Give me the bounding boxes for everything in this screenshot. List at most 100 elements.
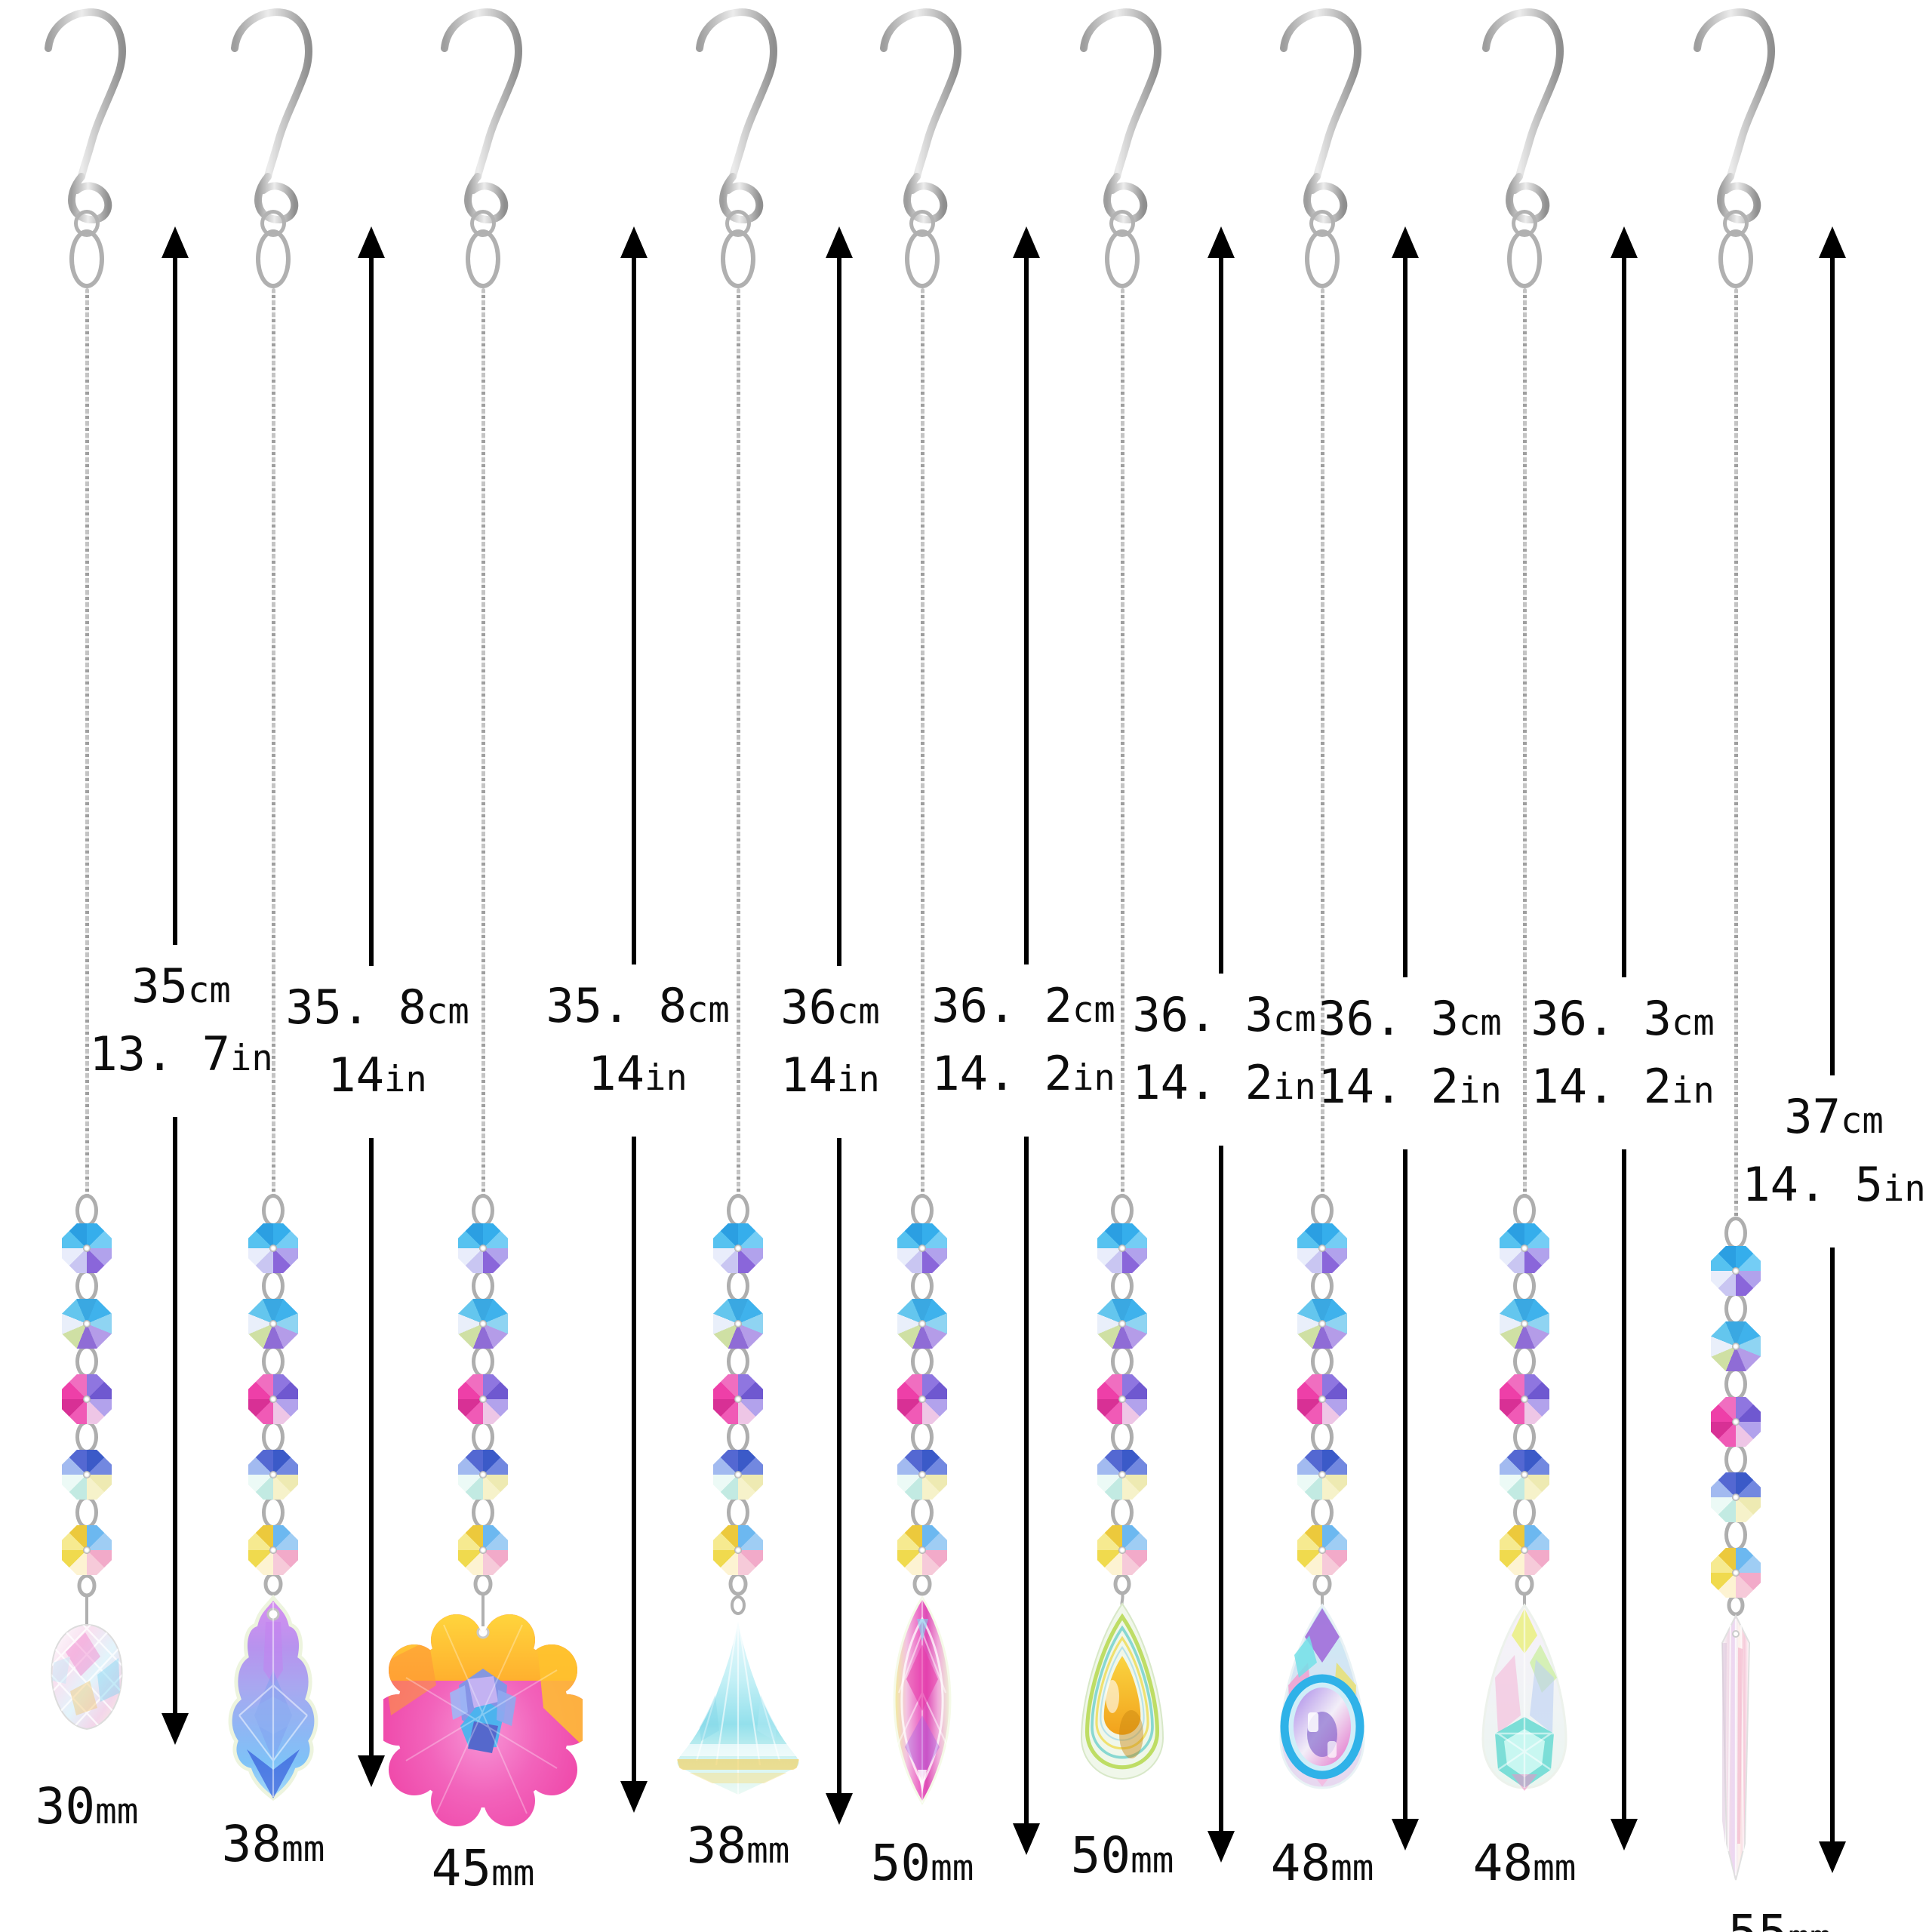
octagon-bead xyxy=(713,1525,763,1575)
chain xyxy=(920,288,924,1198)
length-label: 35. 8cm 14in xyxy=(285,980,469,1103)
bead-strand xyxy=(62,1194,112,1575)
octagon-bead xyxy=(62,1299,112,1349)
octagon-bead xyxy=(1097,1299,1147,1349)
octagon-bead xyxy=(1097,1525,1147,1575)
length-label: 36cm 14in xyxy=(780,980,880,1103)
octagon-bead xyxy=(897,1450,947,1500)
pendant-size-label: 50mm xyxy=(870,1834,974,1892)
dimension-arrow-down-icon xyxy=(1013,1137,1040,1855)
octagon-bead xyxy=(1711,1246,1761,1296)
octagon-bead xyxy=(713,1450,763,1500)
octagon-bead xyxy=(458,1223,508,1273)
octagon-bead xyxy=(248,1374,298,1424)
link-ring-icon xyxy=(75,1194,98,1227)
octagon-bead xyxy=(1297,1450,1347,1500)
link-ring-icon xyxy=(472,1420,494,1454)
pendant-size-label: 48mm xyxy=(1270,1834,1374,1892)
octagon-bead xyxy=(248,1450,298,1500)
hanging-ring-icon xyxy=(69,229,104,288)
link-ring-icon xyxy=(1311,1420,1334,1454)
baroque-leaf-pendant-icon xyxy=(228,1572,318,1801)
s-hook-icon xyxy=(1080,8,1161,223)
octagon-bead xyxy=(458,1525,508,1575)
octagon-bead xyxy=(713,1374,763,1424)
length-label: 36. 3cm 14. 2in xyxy=(1132,987,1316,1110)
s-hook-icon xyxy=(1482,8,1564,223)
icicle-point-pendant-icon xyxy=(1721,1595,1751,1881)
chain xyxy=(1734,288,1738,1220)
layered-teardrop-pendant-icon xyxy=(1080,1573,1164,1780)
dimension-arrow-up-icon xyxy=(358,226,385,966)
dimension-arrow-down-icon xyxy=(162,1117,189,1745)
octagon-bead xyxy=(1297,1374,1347,1424)
link-ring-icon xyxy=(727,1269,749,1303)
octagon-bead xyxy=(62,1374,112,1424)
link-ring-icon xyxy=(727,1496,749,1529)
chain xyxy=(1320,288,1324,1198)
link-ring-icon xyxy=(1311,1496,1334,1529)
octagon-bead xyxy=(248,1223,298,1273)
hanging-ring-icon xyxy=(1507,229,1542,288)
octagon-bead xyxy=(62,1450,112,1500)
bead-strand xyxy=(1097,1194,1147,1575)
octagon-bead xyxy=(1097,1374,1147,1424)
s-hook-icon xyxy=(1280,8,1361,223)
eye-teardrop-pendant-icon xyxy=(1278,1572,1365,1789)
octagon-bead xyxy=(458,1450,508,1500)
octagon-bead xyxy=(1711,1321,1761,1371)
pendant-size-label: 30mm xyxy=(35,1777,139,1835)
chain xyxy=(481,288,485,1198)
suncatcher-column: 50mm xyxy=(1032,5,1213,1881)
octagon-bead xyxy=(1711,1472,1761,1522)
bead-strand xyxy=(1500,1194,1549,1575)
octagon-bead xyxy=(713,1223,763,1273)
sunflower-mandala-pendant-icon xyxy=(383,1572,583,1826)
link-ring-icon xyxy=(1311,1269,1334,1303)
octagon-bead xyxy=(1500,1374,1549,1424)
link-ring-icon xyxy=(75,1345,98,1378)
suncatcher-column: 45mm xyxy=(383,5,583,1897)
link-ring-icon xyxy=(1111,1420,1134,1454)
link-ring-icon xyxy=(472,1194,494,1227)
octagon-bead xyxy=(897,1374,947,1424)
pendant-size-label: 50mm xyxy=(1070,1826,1174,1884)
link-ring-icon xyxy=(1513,1194,1536,1227)
link-ring-icon xyxy=(1724,1292,1747,1325)
dimension-arrow-up-icon xyxy=(1392,226,1419,977)
dimension-arrow-down-icon xyxy=(1819,1247,1846,1873)
dimension-arrow-up-icon xyxy=(826,226,853,966)
hanging-ring-icon xyxy=(256,229,291,288)
pendant-size-label: 55mm xyxy=(1728,1907,1832,1932)
bead-strand xyxy=(458,1194,508,1575)
chain xyxy=(85,288,89,1198)
octagon-bead xyxy=(62,1525,112,1575)
link-ring-icon xyxy=(1724,1443,1747,1476)
pendant-size-label: 45mm xyxy=(431,1839,535,1897)
octagon-bead xyxy=(1097,1450,1147,1500)
octagon-bead xyxy=(248,1299,298,1349)
bead-strand xyxy=(897,1194,947,1575)
octagon-bead xyxy=(1500,1525,1549,1575)
link-ring-icon xyxy=(1724,1367,1747,1401)
link-ring-icon xyxy=(1513,1496,1536,1529)
octagon-bead xyxy=(1500,1299,1549,1349)
dimension-arrow-up-icon xyxy=(1013,226,1040,964)
bead-strand xyxy=(1297,1194,1347,1575)
link-ring-icon xyxy=(1513,1269,1536,1303)
hanging-ring-icon xyxy=(1718,229,1753,288)
link-ring-icon xyxy=(472,1269,494,1303)
link-ring-icon xyxy=(75,1420,98,1454)
dimension-arrow-up-icon xyxy=(1611,226,1638,977)
octagon-bead xyxy=(897,1299,947,1349)
hanging-ring-icon xyxy=(1305,229,1340,288)
link-ring-icon xyxy=(1724,1518,1747,1552)
link-ring-icon xyxy=(1111,1345,1134,1378)
dimension-arrow-down-icon xyxy=(826,1138,853,1825)
s-hook-icon xyxy=(231,8,312,223)
link-ring-icon xyxy=(1724,1217,1747,1250)
length-label: 36. 3cm 14. 2in xyxy=(1318,991,1502,1114)
bead-strand xyxy=(1711,1217,1761,1598)
octagon-bead xyxy=(1711,1397,1761,1447)
